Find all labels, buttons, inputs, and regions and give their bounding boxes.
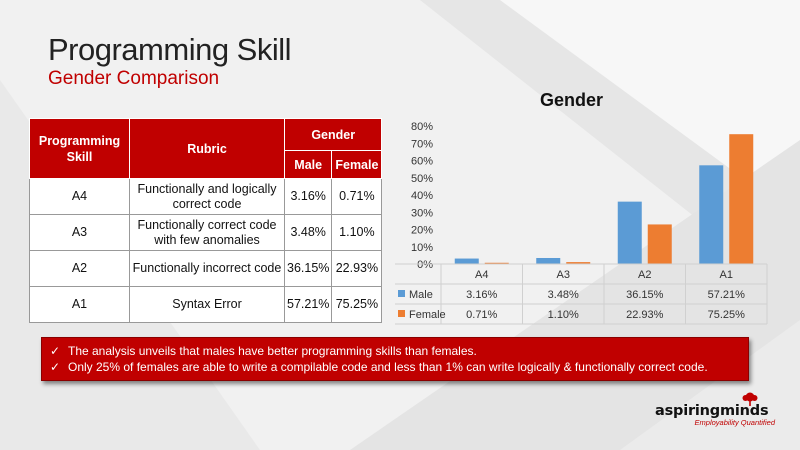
y-tick-label: 80%: [411, 121, 433, 133]
y-tick-label: 30%: [411, 207, 433, 219]
bar-male: [536, 257, 561, 264]
bar-female: [729, 134, 754, 264]
cell-rubric: Functionally incorrect code: [129, 250, 285, 287]
bar-male: [454, 258, 479, 264]
y-tick-label: 10%: [411, 242, 433, 254]
header-programming-skill: Programming Skill: [29, 118, 130, 179]
chart-title: Gender: [540, 90, 604, 110]
cell-male: 3.16%: [283, 178, 333, 215]
gender-bar-chart: 0% 10% 20% 30% 40% 50% 60% 70% 80% A4 A3 A2 A1 Male 3.…: [395, 121, 768, 325]
data-label: 3.48%: [548, 289, 579, 301]
brand-name: aspiringminds: [655, 403, 769, 419]
table-row: A2 Functionally incorrect code 36.15% 22…: [29, 250, 383, 287]
cell-skill: A2: [29, 250, 130, 287]
data-label: 0.71%: [466, 309, 497, 321]
bar-male: [617, 201, 642, 264]
table-row: A1 Syntax Error 57.21% 75.25%: [29, 286, 383, 323]
finding-item: ✓ The analysis unveils that males have b…: [50, 343, 740, 359]
finding-text: The analysis unveils that males have bet…: [68, 344, 477, 358]
header-male: Male: [283, 150, 333, 179]
data-label: 22.93%: [626, 309, 664, 321]
checkmark-icon: ✓: [50, 344, 61, 358]
slide-subtitle: Gender Comparison: [48, 68, 220, 89]
bar-male: [699, 165, 724, 264]
table-row: A4 Functionally and logically correct co…: [29, 178, 383, 215]
legend-key-female: [398, 310, 405, 317]
finding-item: ✓ Only 25% of females are able to write …: [50, 359, 740, 375]
rubric-table: Programming Skill Rubric Gender Male Fem…: [29, 118, 383, 323]
x-tick-label: A4: [475, 269, 488, 281]
data-label: 75.25%: [708, 309, 746, 321]
data-label: 36.15%: [626, 289, 664, 301]
cell-rubric: Functionally and logically correct code: [129, 178, 285, 215]
cell-female: 0.71%: [331, 178, 383, 215]
tree-logo-icon: [742, 392, 758, 406]
cell-skill: A1: [29, 286, 130, 323]
header-rubric: Rubric: [129, 118, 285, 179]
y-tick-label: 0%: [417, 259, 433, 271]
cell-male: 36.15%: [283, 250, 333, 287]
bar-female: [647, 224, 672, 264]
data-label: 3.16%: [466, 289, 497, 301]
y-tick-label: 40%: [411, 190, 433, 202]
y-tick-label: 60%: [411, 156, 433, 168]
legend-label: Female: [409, 309, 446, 321]
header-gender: Gender: [283, 118, 383, 151]
checkmark-icon: ✓: [50, 360, 61, 374]
header-female: Female: [331, 150, 383, 179]
cell-skill: A3: [29, 214, 130, 251]
cell-female: 1.10%: [331, 214, 383, 251]
slide-title: Programming Skill: [48, 32, 292, 67]
data-label: 1.10%: [548, 309, 579, 321]
bar-female: [566, 262, 591, 264]
brand-tagline: Employability Quantified: [694, 418, 775, 427]
finding-text: Only 25% of females are able to write a …: [68, 360, 708, 374]
cell-rubric: Syntax Error: [129, 286, 285, 323]
findings-box: ✓ The analysis unveils that males have b…: [41, 337, 749, 381]
bar-female: [484, 262, 509, 264]
data-label: 57.21%: [708, 289, 746, 301]
y-tick-label: 20%: [411, 225, 433, 237]
cell-male: 3.48%: [283, 214, 333, 251]
y-tick-label: 70%: [411, 138, 433, 150]
table-row: A3 Functionally correct code with few an…: [29, 214, 383, 251]
legend-label: Male: [409, 289, 433, 301]
cell-male: 57.21%: [283, 286, 333, 323]
brand-logo: aspiringminds Employability Quantified: [655, 392, 775, 427]
cell-female: 75.25%: [331, 286, 383, 323]
cell-rubric: Functionally correct code with few anoma…: [129, 214, 285, 251]
cell-skill: A4: [29, 178, 130, 215]
y-tick-label: 50%: [411, 173, 433, 185]
x-tick-label: A3: [557, 269, 570, 281]
legend-key-male: [398, 290, 405, 297]
cell-female: 22.93%: [331, 250, 383, 287]
x-tick-label: A1: [720, 269, 733, 281]
x-tick-label: A2: [638, 269, 651, 281]
